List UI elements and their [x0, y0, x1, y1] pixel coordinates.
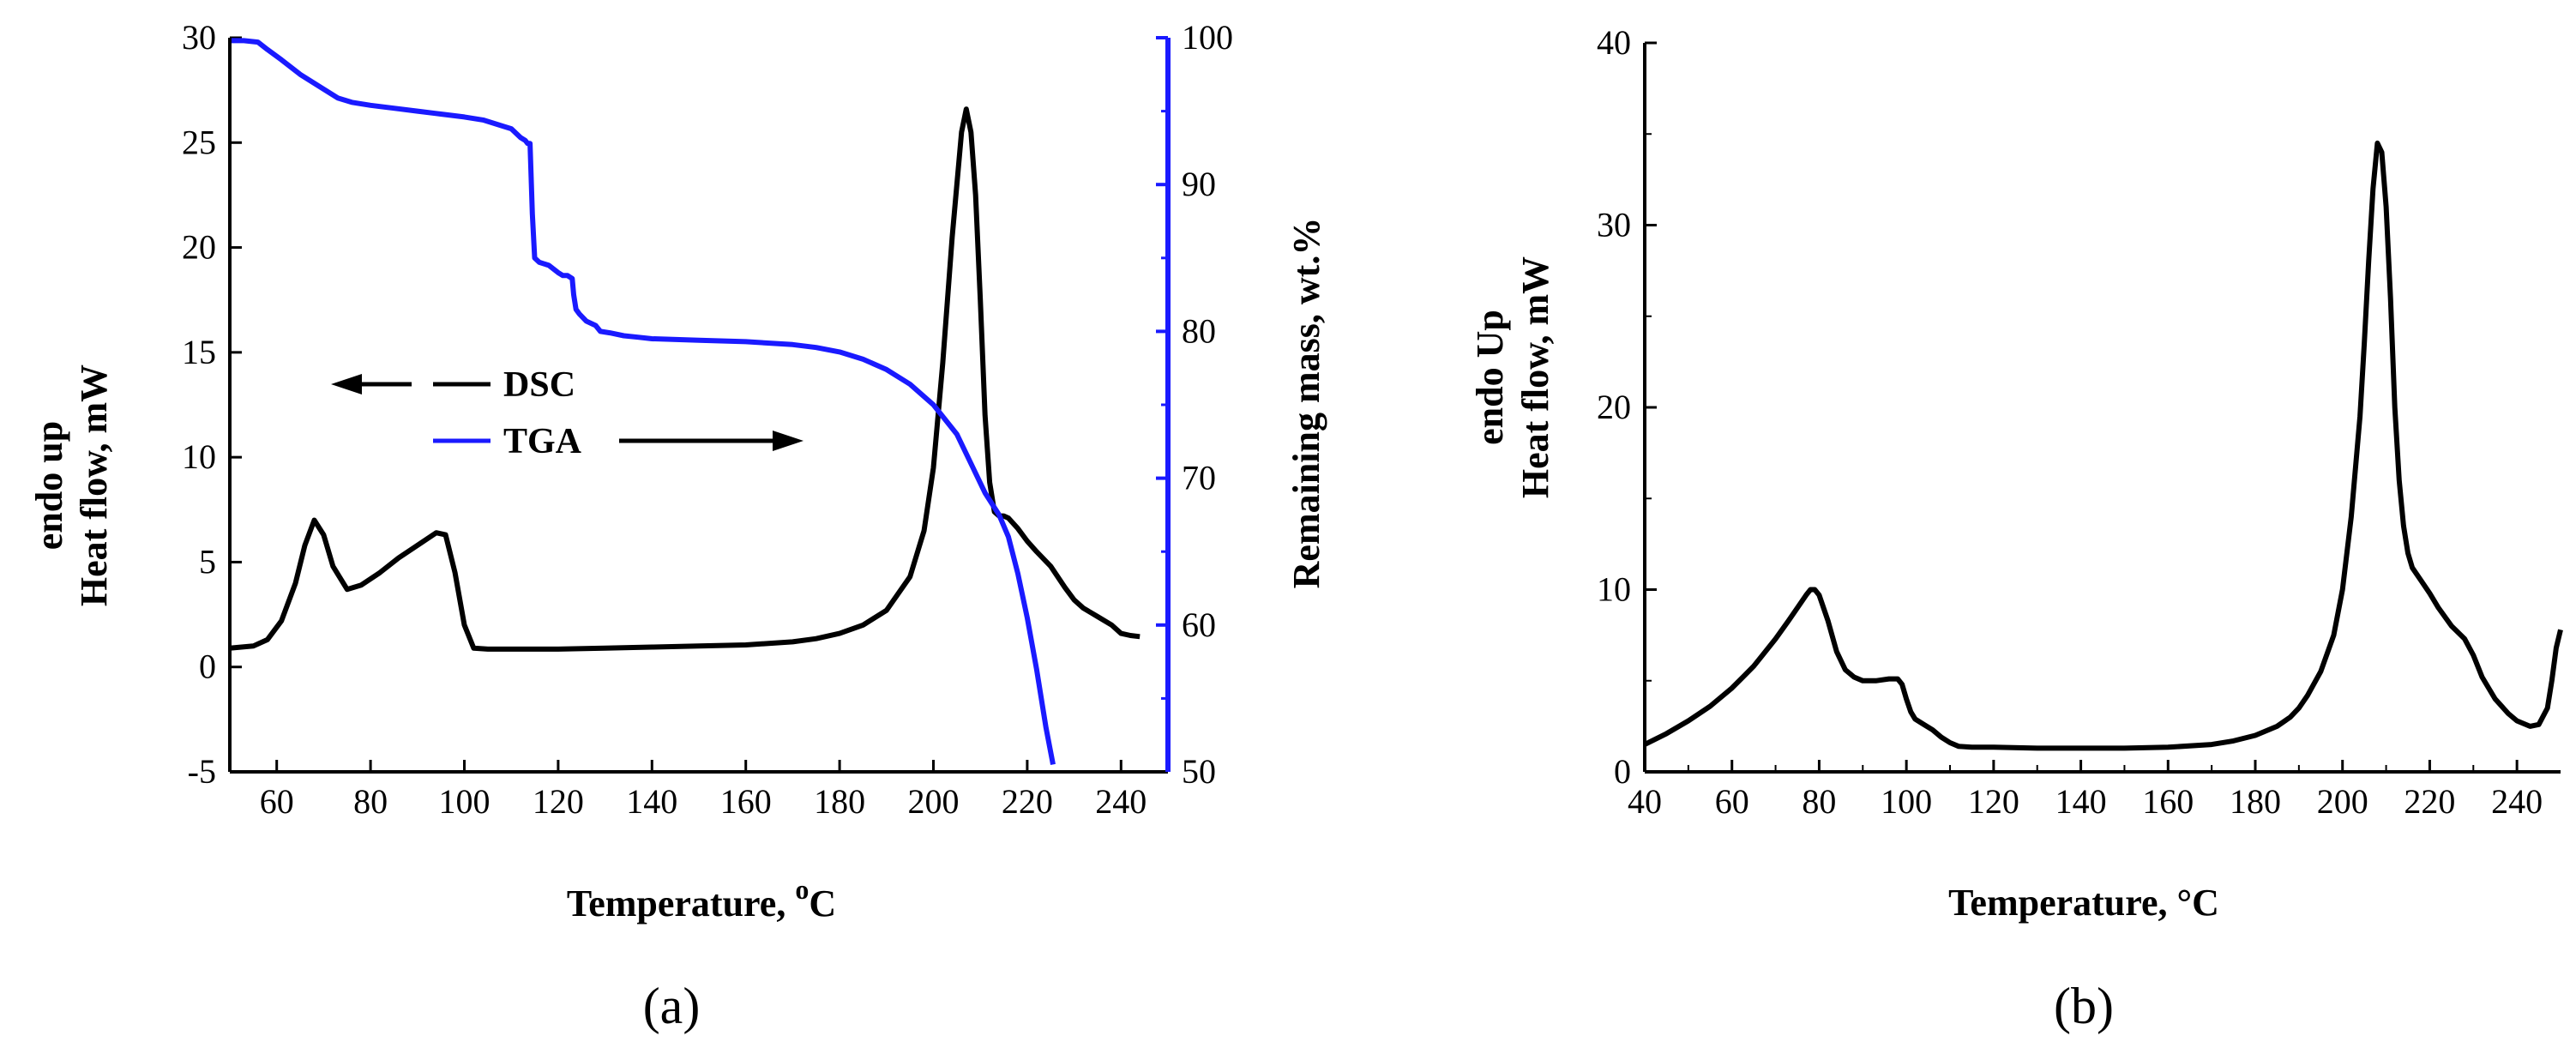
panel-a-x-tick-label: 200	[908, 782, 960, 821]
panel-a-x-tick-label: 140	[626, 782, 677, 821]
panel-a-x-label: Temperature, oC	[567, 874, 836, 924]
panel-a-y-tick-label: 5	[199, 542, 216, 581]
panel-b-x-tick-label: 240	[2491, 782, 2543, 821]
panel-a-y2-tick-label: 50	[1182, 752, 1216, 791]
panel-a-x-tick-label: 160	[720, 782, 772, 821]
panel-b-x-tick-label: 60	[1715, 782, 1749, 821]
panel-a-x-tick-label: 80	[353, 782, 388, 821]
panel-b-x-tick-label: 140	[2055, 782, 2107, 821]
panel-b-x-tick-label: 220	[2404, 782, 2455, 821]
panel-b-y-label-line1: endo Up	[1469, 310, 1511, 445]
panel-a-y-tick-label: 10	[182, 437, 216, 476]
panel-a-y-label-line2: Heat flow, mW	[73, 364, 115, 606]
panel-a-y-label-line1: endo up	[28, 421, 70, 550]
panel-a-x-tick-label: 240	[1095, 782, 1147, 821]
panel-b-x-tick-label: 100	[1881, 782, 1932, 821]
panel-a-tga-line	[230, 38, 1056, 765]
panel-a-dsc-line	[229, 106, 1141, 652]
legend-label-tga: TGA	[503, 422, 582, 461]
panel-b-x-label: Temperature, °C	[1948, 882, 2219, 924]
panel-b-ticks: 40 60 80 100 120 140 160 180 200 220 240 0 10 20 30 40	[1597, 23, 2543, 821]
panel-a-x-tick-label: 100	[439, 782, 491, 821]
panel-a-y2-tick-label: 60	[1182, 605, 1216, 644]
panel-a-y2-tick-label: 100	[1182, 18, 1233, 57]
legend-arrow-right	[619, 431, 803, 451]
panel-a-x-tick-label: 180	[814, 782, 865, 821]
panel-a-label: (a)	[643, 978, 701, 1034]
panel-b-y-tick-label: 30	[1597, 206, 1631, 244]
panel-a-y2-tick-label: 70	[1182, 459, 1216, 497]
panel-a-y-tick-label: -5	[188, 752, 216, 791]
panel-a-y-tick-label: 20	[182, 228, 216, 267]
panel-b-dsc-line	[1643, 140, 2563, 751]
panel-b-x-tick-label: 180	[2230, 782, 2281, 821]
panel-b-x-tick-label: 40	[1628, 782, 1662, 821]
panel-a-y2-tick-label: 80	[1182, 311, 1216, 350]
panel-a-y-tick-label: 15	[182, 333, 216, 371]
panel-b-label: (b)	[2054, 978, 2114, 1034]
legend-arrow-left	[331, 374, 412, 394]
panel-a-legend: DSC TGA	[331, 365, 803, 461]
panel-b-y-tick-label: 10	[1597, 570, 1631, 609]
panel-a-y2-label: Remaining mass, wt.%	[1285, 218, 1327, 589]
panel-b-y-tick-label: 0	[1614, 752, 1631, 791]
panel-a-y-tick-label: 30	[182, 18, 216, 57]
panel-a-y2-tick-label: 90	[1182, 165, 1216, 203]
legend-label-dsc: DSC	[503, 365, 575, 405]
panel-b-y-tick-label: 20	[1597, 388, 1631, 426]
panel-b-y-label-line2: Heat flow, mW	[1514, 256, 1556, 498]
panel-a-y-tick-label: 0	[199, 647, 216, 686]
panel-a: 60 80 100 120 140 160 180 200 220 240 -5 0 5 10 15 20 25…	[28, 18, 1327, 1034]
panel-b: 40 60 80 100 120 140 160 180 200 220 240 0 10 20 3040 …	[1469, 23, 2563, 1034]
panel-b-x-tick-label: 160	[2142, 782, 2194, 821]
panel-b-y-tick-label: 40	[1597, 23, 1631, 62]
panel-a-y-tick-label: 25	[182, 123, 216, 161]
panel-b-x-tick-label: 200	[2317, 782, 2368, 821]
panel-a-x-tick-label: 120	[533, 782, 584, 821]
panel-a-x-tick-label: 220	[1002, 782, 1053, 821]
panel-a-x-tick-label: 60	[260, 782, 294, 821]
panel-a-ticks: 60 80 100 120 140 160 180 200 220 240 -5 0 5 10 15 20 25…	[182, 18, 1233, 821]
panel-b-x-tick-label: 120	[1968, 782, 2019, 821]
panel-b-x-tick-label: 80	[1802, 782, 1836, 821]
